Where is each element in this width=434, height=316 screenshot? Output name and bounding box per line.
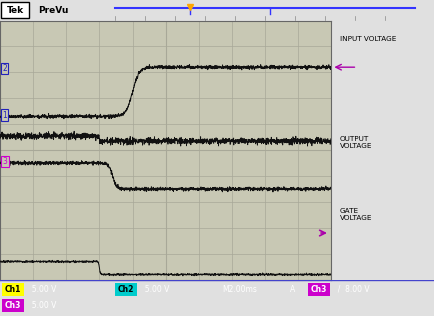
Text: A: A bbox=[289, 285, 295, 294]
Text: INPUT VOLTAGE: INPUT VOLTAGE bbox=[339, 36, 395, 42]
Text: 3: 3 bbox=[3, 157, 7, 166]
Text: Ch3: Ch3 bbox=[310, 285, 326, 294]
Text: Ch2: Ch2 bbox=[118, 285, 134, 294]
Bar bbox=[2, 299, 24, 312]
Bar bbox=[1, 2, 29, 18]
Text: 2: 2 bbox=[3, 64, 7, 73]
Text: M2.00ms: M2.00ms bbox=[221, 285, 256, 294]
Text: 5.00 V: 5.00 V bbox=[27, 301, 56, 310]
Text: OUTPUT
VOLTAGE: OUTPUT VOLTAGE bbox=[339, 136, 372, 149]
Text: 5.00 V: 5.00 V bbox=[140, 285, 169, 294]
Text: Ch3: Ch3 bbox=[5, 301, 21, 310]
Bar bbox=[115, 283, 137, 296]
Text: 5.00 V: 5.00 V bbox=[27, 285, 56, 294]
Bar bbox=[307, 283, 329, 296]
Text: Ch1: Ch1 bbox=[5, 285, 21, 294]
Text: PreVu: PreVu bbox=[38, 6, 68, 15]
Text: /  8.00 V: / 8.00 V bbox=[332, 285, 369, 294]
Text: 1: 1 bbox=[3, 111, 7, 120]
Text: GATE
VOLTAGE: GATE VOLTAGE bbox=[339, 209, 372, 222]
Text: Tek: Tek bbox=[7, 6, 23, 15]
Bar bbox=[2, 283, 24, 296]
